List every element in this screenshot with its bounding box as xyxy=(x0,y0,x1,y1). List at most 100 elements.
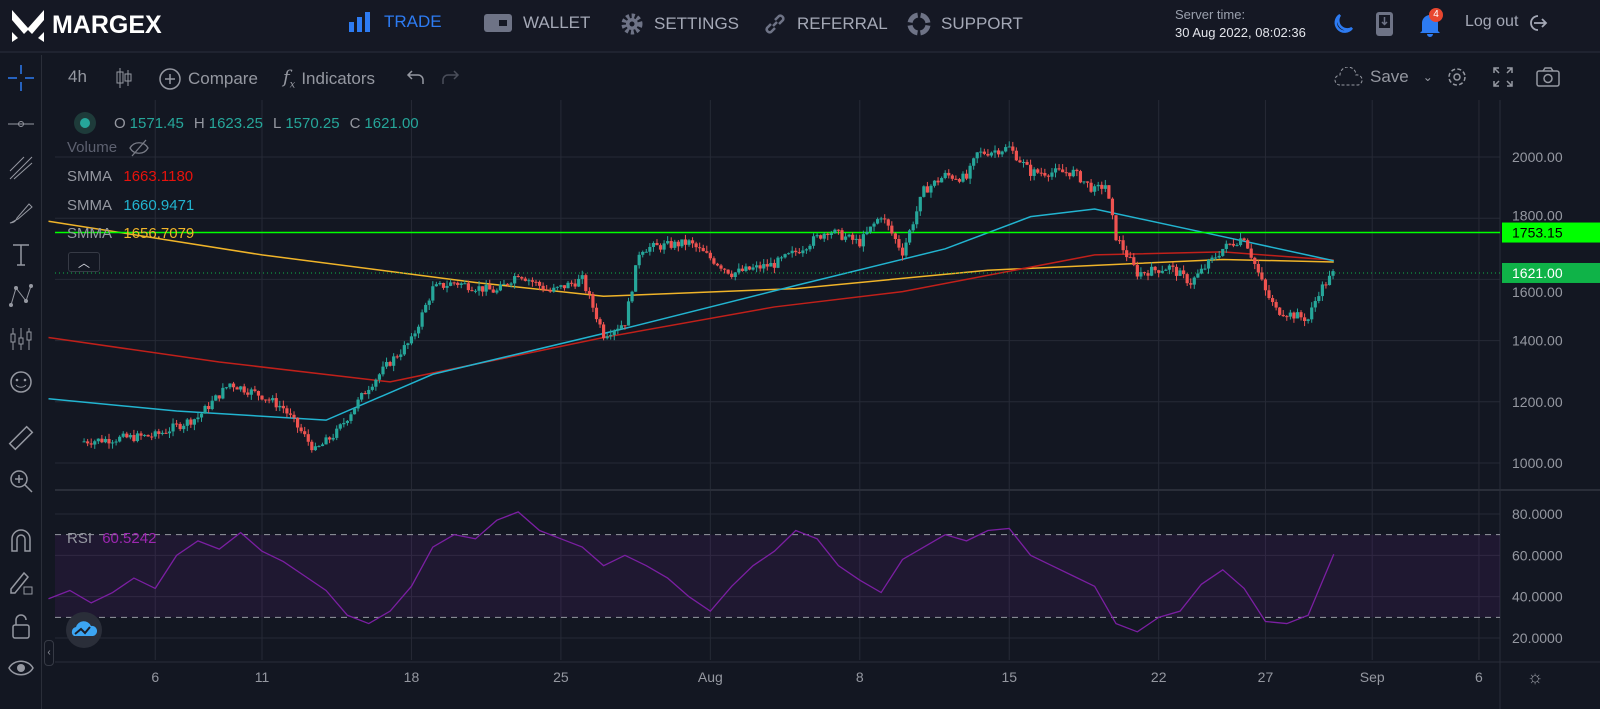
gear-icon xyxy=(621,13,643,35)
unlock-icon[interactable] xyxy=(8,613,34,639)
interval-button[interactable]: 4h xyxy=(68,67,87,87)
candle xyxy=(431,286,435,301)
lock-drawings-icon[interactable] xyxy=(8,569,34,595)
candle xyxy=(1007,146,1011,148)
candle xyxy=(328,437,332,440)
candle xyxy=(698,247,702,249)
nav-trade[interactable]: TRADE xyxy=(348,12,442,32)
candle xyxy=(313,446,317,451)
candle xyxy=(602,324,606,339)
moon-icon[interactable] xyxy=(1330,12,1354,36)
prediction-icon[interactable] xyxy=(8,326,34,352)
candle xyxy=(303,431,307,435)
indicators-button[interactable]: fx Indicators xyxy=(283,67,375,91)
candle xyxy=(975,152,979,159)
notification-badge: 4 xyxy=(1429,8,1443,22)
candle xyxy=(246,392,250,395)
smma-label: SMMA xyxy=(67,197,112,214)
candle xyxy=(566,282,570,289)
candle xyxy=(207,405,211,410)
logout-icon[interactable] xyxy=(1526,13,1548,33)
collapse-legend-button[interactable]: ︿ xyxy=(68,252,100,272)
candle xyxy=(1246,240,1250,249)
candle xyxy=(199,413,204,418)
collapse-sidebar-button[interactable]: ‹ xyxy=(44,640,54,666)
candle xyxy=(324,437,328,445)
rsi-tick-label: 80.0000 xyxy=(1512,506,1563,522)
candle xyxy=(413,333,417,337)
candle xyxy=(1192,277,1196,285)
candle xyxy=(648,246,652,252)
candle xyxy=(548,289,552,292)
trend-line-icon[interactable] xyxy=(8,111,34,137)
text-icon[interactable] xyxy=(8,241,34,267)
time-tick-label: 8 xyxy=(856,669,864,685)
candle xyxy=(1302,317,1307,321)
candle xyxy=(762,264,766,269)
candle xyxy=(285,408,289,414)
candle xyxy=(644,251,648,253)
candle xyxy=(904,242,908,256)
candle-type-icon[interactable] xyxy=(114,66,134,90)
candle xyxy=(128,434,132,438)
logout-button[interactable]: Log out xyxy=(1465,13,1519,30)
candle xyxy=(1203,268,1207,270)
candle xyxy=(737,268,741,273)
gear-icon[interactable] xyxy=(1445,65,1469,89)
candle xyxy=(164,432,168,434)
nav-referral[interactable]: REFERRAL xyxy=(763,12,888,36)
candle xyxy=(445,285,449,288)
candle xyxy=(239,386,243,390)
candle xyxy=(641,251,645,255)
camera-icon[interactable] xyxy=(1535,66,1561,88)
candle xyxy=(545,289,549,291)
margex-logo[interactable]: MARGEX xyxy=(10,8,162,42)
candle xyxy=(911,224,915,231)
candle xyxy=(235,387,239,390)
candle xyxy=(263,399,268,401)
high-value: 1623.25 xyxy=(208,114,263,132)
candle xyxy=(1004,147,1008,152)
time-tick-label: 6 xyxy=(151,669,159,685)
time-tick-label: 18 xyxy=(404,669,420,685)
candle xyxy=(114,441,118,443)
candle xyxy=(335,428,339,438)
nav-label: TRADE xyxy=(384,12,442,31)
nav-wallet[interactable]: WALLET xyxy=(483,12,590,34)
save-button[interactable]: Save ⌄ xyxy=(1334,67,1433,87)
candle xyxy=(961,173,965,182)
candle xyxy=(1285,316,1289,318)
eye-hidden-icon[interactable] xyxy=(129,139,149,157)
crosshair-icon[interactable] xyxy=(8,65,34,91)
fullscreen-icon[interactable] xyxy=(1492,66,1514,88)
mobile-app-icon[interactable] xyxy=(1374,10,1396,38)
candle xyxy=(121,433,125,437)
pattern-icon[interactable] xyxy=(8,283,34,309)
tradingview-logo-button[interactable] xyxy=(66,612,102,648)
nav-support[interactable]: SUPPORT xyxy=(907,12,1023,36)
candle xyxy=(815,235,819,237)
candle xyxy=(473,290,478,292)
candle xyxy=(466,283,470,291)
eye-icon[interactable] xyxy=(8,655,34,681)
redo-icon[interactable] xyxy=(440,69,460,85)
candle xyxy=(320,444,325,447)
server-time-label: Server time: xyxy=(1175,7,1246,22)
ruler-icon[interactable] xyxy=(8,425,34,451)
candle xyxy=(1153,266,1157,271)
undo-icon[interactable] xyxy=(406,69,426,85)
candle xyxy=(217,395,221,399)
candle xyxy=(1078,171,1083,183)
volume-legend[interactable]: Volume xyxy=(67,139,149,157)
compare-button[interactable]: Compare xyxy=(158,67,258,91)
candle xyxy=(957,179,962,182)
fib-tool-icon[interactable] xyxy=(8,155,34,181)
brush-icon[interactable] xyxy=(8,199,34,225)
emoji-icon[interactable] xyxy=(8,369,34,395)
candle xyxy=(1157,270,1161,273)
nav-settings[interactable]: SETTINGS xyxy=(620,12,739,36)
magnet-icon[interactable] xyxy=(8,527,34,553)
candle xyxy=(1160,270,1164,273)
zoom-in-icon[interactable] xyxy=(8,468,34,494)
